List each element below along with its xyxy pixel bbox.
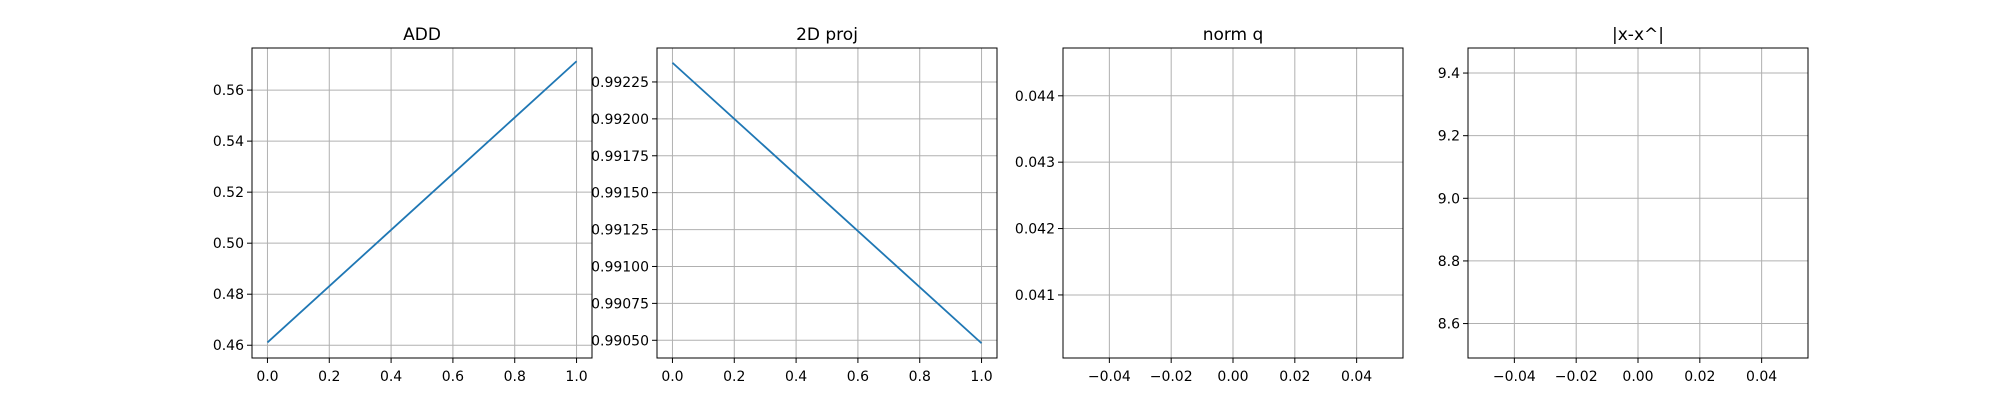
- x-tick-label: 1.0: [970, 369, 992, 385]
- subplot-2: 0.0 0.2 0.4 0.6 0.8 1.0 0.99050 0.99075 0.99100 0…: [591, 25, 998, 385]
- y-tick-label: 0.48: [213, 287, 244, 303]
- y-tick-label: 0.042: [1015, 222, 1055, 238]
- axes-frame: [1062, 47, 1404, 359]
- series-line: [671, 62, 983, 344]
- x-tick-label: 0.2: [318, 369, 340, 385]
- x-tick-label: 0.4: [380, 369, 402, 385]
- x-tick-label: 0.8: [909, 369, 931, 385]
- series-line: [266, 60, 578, 344]
- x-tick-label: 0.0: [661, 369, 683, 385]
- y-tick-label: 0.99075: [591, 296, 649, 312]
- x-tick-label: 0.6: [847, 369, 869, 385]
- y-tick-label: 0.99225: [591, 75, 649, 91]
- x-tick-label: −0.02: [1555, 369, 1598, 385]
- y-tick-label: 0.50: [213, 236, 244, 252]
- y-tick-label: 0.044: [1015, 89, 1055, 105]
- y-tick-label: 0.99150: [591, 186, 649, 202]
- y-tick-label: 0.99175: [591, 149, 649, 165]
- y-tick-label: 8.8: [1438, 254, 1460, 270]
- chart-title: 2D proj: [796, 25, 858, 45]
- axes-frame: [251, 47, 593, 359]
- axes-frame: [656, 47, 998, 359]
- chart-title: norm q: [1203, 25, 1264, 45]
- y-tick-label: 0.99125: [591, 223, 649, 239]
- x-tick-label: −0.04: [1088, 369, 1131, 385]
- x-tick-label: 0.00: [1622, 369, 1653, 385]
- x-tick-label: 1.0: [565, 369, 587, 385]
- subplot-4: −0.04 −0.02 0.00 0.02 0.04 8.6 8.8 9.0 9.2 9.4 |x-…: [1438, 25, 1809, 385]
- subplot-3: −0.04 −0.02 0.00 0.02 0.04 0.041 0.042 0.043 0.0…: [1015, 25, 1404, 385]
- x-tick-label: −0.04: [1493, 369, 1536, 385]
- x-tick-label: 0.0: [256, 369, 278, 385]
- y-tick-label: 9.2: [1438, 129, 1460, 145]
- x-tick-label: 0.6: [442, 369, 464, 385]
- y-tick-label: 0.56: [213, 83, 244, 99]
- subplot-1: 0.0 0.2 0.4 0.6 0.8 1.0 0.46 0.48 0.50 0.52 0.54 0.…: [213, 25, 593, 385]
- y-tick-label: 0.043: [1015, 155, 1055, 171]
- y-tick-label: 0.041: [1015, 288, 1055, 304]
- y-tick-label: 0.99100: [591, 259, 649, 275]
- y-tick-label: 9.4: [1438, 66, 1460, 82]
- chart-title: |x-x^|: [1612, 25, 1664, 45]
- x-tick-label: 0.2: [723, 369, 745, 385]
- y-tick-label: 8.6: [1438, 317, 1460, 333]
- x-tick-label: 0.00: [1217, 369, 1248, 385]
- x-tick-label: 0.02: [1684, 369, 1715, 385]
- y-tick-label: 0.46: [213, 338, 244, 354]
- axes-frame: [1467, 47, 1809, 359]
- chart-title: ADD: [403, 25, 441, 45]
- y-tick-label: 0.99200: [591, 112, 649, 128]
- x-tick-label: 0.8: [504, 369, 526, 385]
- x-tick-label: 0.04: [1341, 369, 1372, 385]
- y-tick-label: 0.99050: [591, 333, 649, 349]
- y-tick-label: 9.0: [1438, 191, 1460, 207]
- x-tick-label: 0.04: [1746, 369, 1777, 385]
- y-tick-label: 0.54: [213, 134, 244, 150]
- x-tick-label: −0.02: [1150, 369, 1193, 385]
- x-tick-label: 0.4: [785, 369, 807, 385]
- y-tick-label: 0.52: [213, 185, 244, 201]
- x-tick-label: 0.02: [1279, 369, 1310, 385]
